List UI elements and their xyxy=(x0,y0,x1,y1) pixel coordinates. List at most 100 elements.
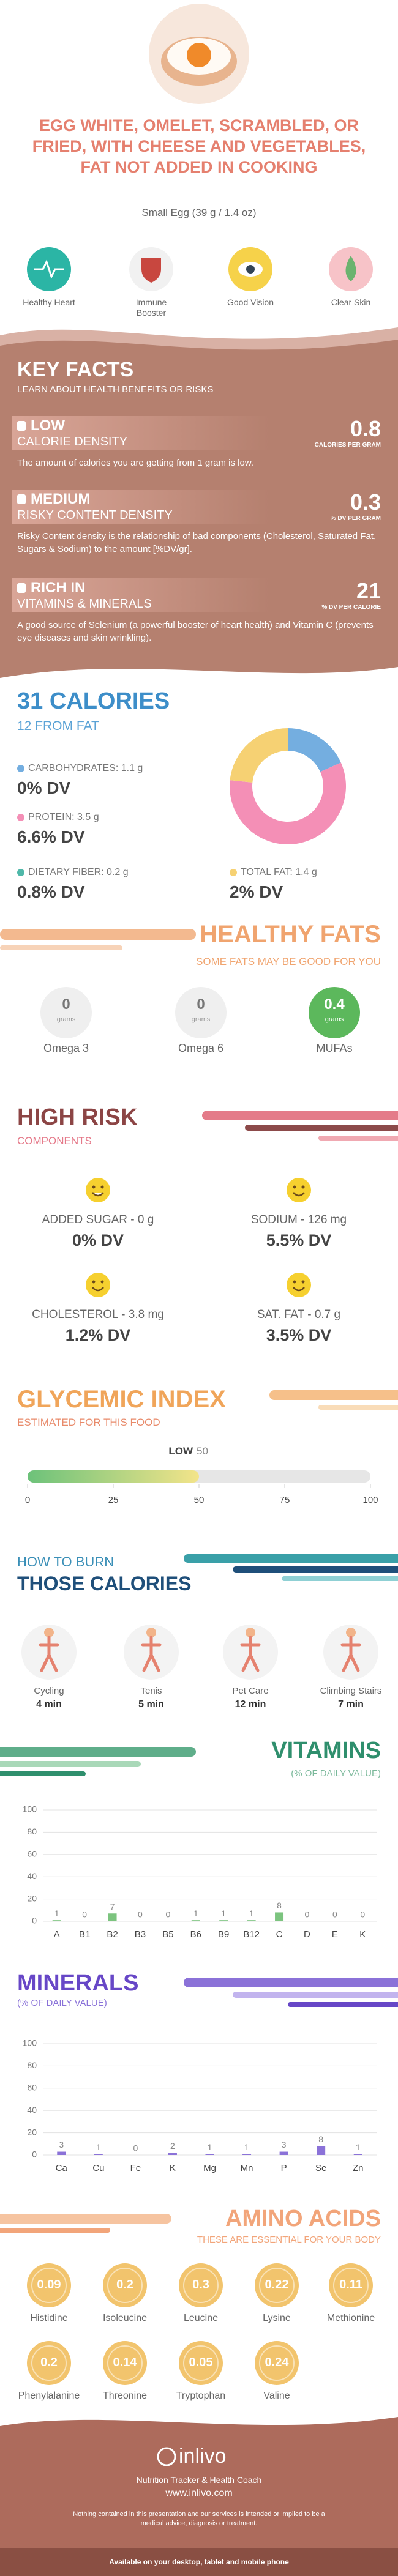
amino-value: 0.11 xyxy=(339,2278,362,2291)
bar-value-label: 1 xyxy=(221,1908,226,1918)
fact-unit: % DV PER GRAM xyxy=(330,515,381,522)
benefit-label: Immune Booster xyxy=(135,297,167,318)
y-tick-label: 20 xyxy=(27,1893,37,1903)
amino-circle xyxy=(329,2263,373,2307)
bar-value-label: 1 xyxy=(208,2142,212,2152)
amino-ring xyxy=(183,2345,219,2381)
glycemic-tick-label: 50 xyxy=(194,1495,205,1505)
x-tick-label: D xyxy=(304,1929,310,1940)
healthy-fats-title: HEALTHY FATS xyxy=(200,921,381,948)
risk-label: SAT. FAT - 0.7 g xyxy=(257,1308,341,1321)
bar-value-label: 2 xyxy=(170,2141,175,2151)
decor-stripe xyxy=(184,1554,398,1563)
footer-disclaimer: Nothing contained in this presentation a… xyxy=(73,2511,325,2527)
bar-value-label: 1 xyxy=(249,1908,254,1918)
nutrient-dot xyxy=(17,869,24,876)
emoji-face xyxy=(287,1273,311,1297)
x-tick-label: C xyxy=(276,1929,283,1940)
high-risk-subtitle: COMPONENTS xyxy=(17,1135,92,1147)
risk-label: SODIUM - 126 mg xyxy=(250,1213,347,1226)
fact-level: LOW xyxy=(31,417,65,434)
emoji-eye xyxy=(293,1280,296,1284)
activity-head xyxy=(44,1628,54,1637)
decor-stripe xyxy=(269,1390,398,1400)
amino-circle xyxy=(255,2263,299,2307)
amino-circle xyxy=(255,2341,299,2385)
amino-circle xyxy=(179,2263,223,2307)
fat-circle xyxy=(175,987,227,1038)
amino-ring xyxy=(183,2268,219,2303)
emoji-eye xyxy=(100,1185,104,1189)
glycemic-tick-label: 0 xyxy=(25,1495,30,1505)
fact-icon xyxy=(17,583,26,593)
fact-unit: CALORIES PER GRAM xyxy=(314,442,381,449)
y-tick-label: 20 xyxy=(27,2127,37,2137)
healthy-fats-subtitle: SOME FATS MAY BE GOOD FOR YOU xyxy=(196,956,381,967)
fat-unit: grams xyxy=(325,1016,344,1023)
x-tick-label: K xyxy=(170,2163,176,2173)
amino-name: Histidine xyxy=(30,2313,68,2323)
decor-stripe xyxy=(0,945,122,950)
nutrient-dv: 2% DV xyxy=(230,882,283,901)
key-facts-subtitle: LEARN ABOUT HEALTH BENEFITS OR RISKS xyxy=(17,384,214,395)
activity-body xyxy=(141,1636,162,1672)
y-tick-label: 0 xyxy=(32,2150,37,2159)
amino-name: Leucine xyxy=(183,2313,219,2323)
amino-circle xyxy=(27,2341,71,2385)
decor-stripe xyxy=(288,2002,398,2007)
x-tick-label: Zn xyxy=(353,2163,364,2173)
glycemic-value: 50 xyxy=(197,1445,208,1457)
amino-value: 0.22 xyxy=(265,2278,289,2291)
fat-circle xyxy=(40,987,92,1038)
bar-value-label: 1 xyxy=(54,1908,59,1918)
minerals-subtitle: (% OF DAILY VALUE) xyxy=(17,1998,107,2008)
benefit-label: Good Vision xyxy=(227,297,274,307)
activity-body xyxy=(340,1636,361,1672)
risk-dv: 3.5% DV xyxy=(266,1326,332,1344)
bar xyxy=(247,1920,256,1921)
x-tick-label: Se xyxy=(315,2163,326,2173)
icon-pupil xyxy=(246,265,255,274)
serving: Small Egg (39 g / 1.4 oz) xyxy=(141,207,257,218)
amino-ring xyxy=(259,2345,295,2381)
amino-circle xyxy=(103,2341,147,2385)
nutrient-dv: 6.6% DV xyxy=(17,827,85,846)
key-facts-title: KEY FACTS xyxy=(17,358,134,381)
x-tick-label: Mg xyxy=(203,2163,216,2173)
amino-value: 0.2 xyxy=(116,2278,133,2291)
fact-name: RISKY CONTENT DENSITY xyxy=(17,508,173,522)
amino-value: 0.2 xyxy=(40,2356,58,2369)
amino-circle xyxy=(179,2341,223,2385)
x-tick-label: Fe xyxy=(130,2163,141,2173)
nutrient-dot xyxy=(17,814,24,821)
x-tick-label: B1 xyxy=(79,1929,90,1940)
emoji-eye xyxy=(293,1185,296,1189)
vitamins-subtitle: (% OF DAILY VALUE) xyxy=(291,1768,381,1779)
footer-logo xyxy=(157,2447,176,2466)
footer-url: www.inlivo.com xyxy=(165,2488,233,2498)
bar-value-label: 1 xyxy=(244,2142,249,2152)
x-tick-label: E xyxy=(332,1929,338,1940)
fact-level: MEDIUM xyxy=(31,491,91,507)
fat-value: 0 xyxy=(197,996,205,1013)
amino-ring xyxy=(107,2268,143,2303)
bar-value-label: 0 xyxy=(138,1910,143,1919)
fat-value: 0 xyxy=(62,996,70,1013)
bar xyxy=(191,1920,200,1921)
y-tick-label: 40 xyxy=(27,1871,37,1881)
x-tick-label: B2 xyxy=(107,1929,118,1940)
emoji-face xyxy=(86,1178,110,1202)
x-tick-label: B6 xyxy=(190,1929,201,1940)
fact-value: 0.3 xyxy=(350,490,381,515)
amino-value: 0.3 xyxy=(192,2278,209,2291)
nutrient-label: DIETARY FIBER: 0.2 g xyxy=(28,867,129,877)
x-tick-label: Ca xyxy=(56,2163,68,2173)
icon-heartbeat xyxy=(34,259,64,279)
amino-name: Tryptophan xyxy=(176,2391,226,2401)
emoji-eye xyxy=(92,1280,96,1284)
x-tick-label: B9 xyxy=(218,1929,229,1940)
burn-title: HOW TO BURN xyxy=(17,1554,115,1569)
icon-drop xyxy=(345,256,356,281)
decor-stripe xyxy=(0,2228,110,2233)
